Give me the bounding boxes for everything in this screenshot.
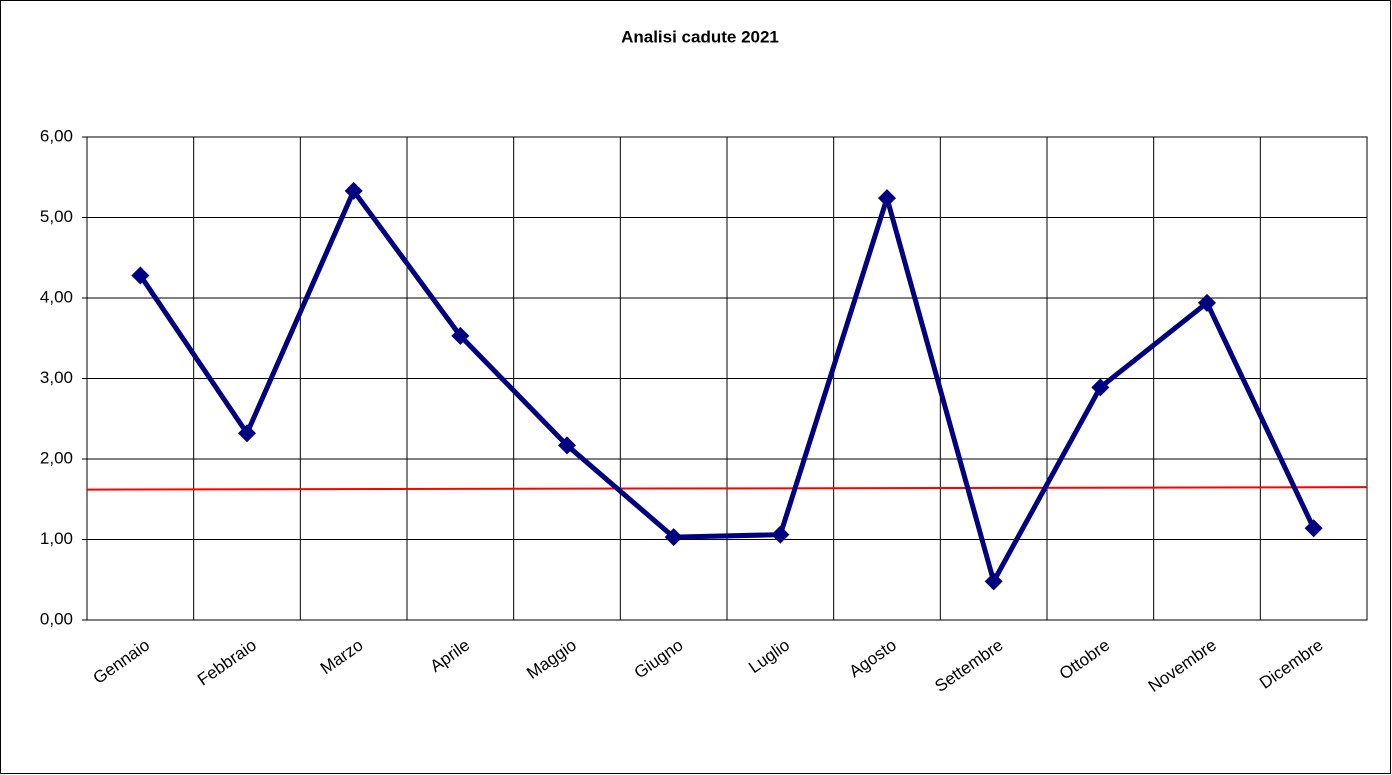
- marker: [238, 424, 256, 443]
- marker: [1304, 519, 1323, 538]
- y-tick-label: 2,00: [40, 448, 73, 467]
- marker: [1198, 293, 1216, 312]
- series-line: [138, 188, 1316, 584]
- marker: [558, 436, 576, 455]
- y-tick-label: 1,00: [40, 529, 73, 548]
- y-tick-label: 4,00: [40, 287, 73, 306]
- marker: [131, 266, 150, 285]
- marker: [771, 525, 790, 544]
- y-tick-label: 5,00: [40, 207, 73, 226]
- reference-line: [86, 486, 1368, 491]
- marker: [451, 326, 470, 345]
- marker: [664, 528, 683, 547]
- marker: [878, 189, 896, 208]
- marker: [1091, 378, 1110, 397]
- marker: [344, 181, 363, 200]
- y-tick-label: 0,00: [40, 609, 73, 628]
- marker: [984, 572, 1003, 591]
- chart-title: Analisi cadute 2021: [621, 27, 779, 46]
- y-tick-label: 6,00: [40, 126, 73, 145]
- y-tick-label: 3,00: [40, 368, 73, 387]
